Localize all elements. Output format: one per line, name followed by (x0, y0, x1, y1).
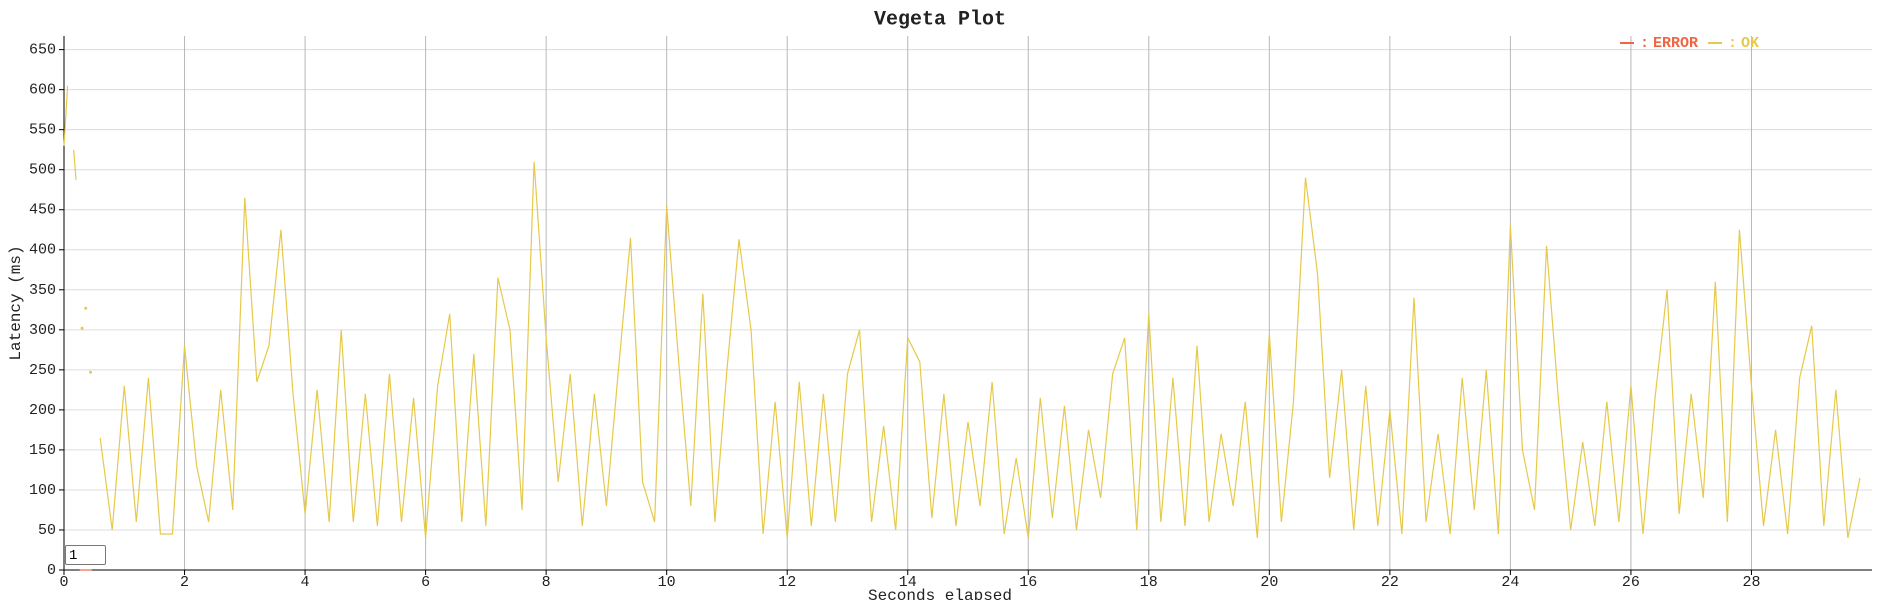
x-tick-label: 10 (658, 574, 676, 591)
x-tick-label: 28 (1742, 574, 1760, 591)
series-line (63, 85, 69, 146)
y-tick-label: 350 (29, 282, 56, 299)
x-tick-label: 2 (180, 574, 189, 591)
x-tick-label: 14 (899, 574, 917, 591)
x-axis-label: Seconds elapsed (868, 587, 1012, 600)
y-tick-label: 600 (29, 82, 56, 99)
roller-input[interactable]: 1 (65, 545, 106, 565)
legend-label: OK (1741, 35, 1759, 52)
data-point (89, 370, 93, 374)
y-tick-label: 0 (47, 562, 56, 579)
x-tick-label: 16 (1019, 574, 1037, 591)
legend-separator: : (1728, 35, 1737, 52)
series-line (99, 161, 1861, 539)
y-tick-label: 400 (29, 242, 56, 259)
x-tick-label: 8 (542, 574, 551, 591)
y-tick-label: 100 (29, 482, 56, 499)
y-axis-label: Latency (ms) (7, 245, 25, 360)
x-tick-label: 20 (1260, 574, 1278, 591)
x-tick-label: 12 (778, 574, 796, 591)
x-tick-label: 4 (301, 574, 310, 591)
chart-title: Vegeta Plot (874, 8, 1006, 31)
x-tick-label: 26 (1622, 574, 1640, 591)
x-tick-label: 24 (1501, 574, 1519, 591)
legend-label: ERROR (1653, 35, 1698, 52)
x-tick-label: 22 (1381, 574, 1399, 591)
y-tick-label: 50 (38, 522, 56, 539)
data-point (84, 306, 88, 310)
y-tick-label: 150 (29, 442, 56, 459)
y-tick-label: 250 (29, 362, 56, 379)
y-tick-label: 300 (29, 322, 56, 339)
x-tick-label: 18 (1140, 574, 1158, 591)
y-tick-label: 200 (29, 402, 56, 419)
x-tick-label: 0 (59, 574, 68, 591)
data-point (80, 326, 84, 330)
y-tick-label: 450 (29, 202, 56, 219)
y-tick-label: 650 (29, 42, 56, 59)
x-tick-label: 6 (421, 574, 430, 591)
y-tick-label: 550 (29, 122, 56, 139)
y-tick-label: 500 (29, 162, 56, 179)
legend-separator: : (1640, 35, 1649, 52)
series-line (73, 149, 77, 181)
